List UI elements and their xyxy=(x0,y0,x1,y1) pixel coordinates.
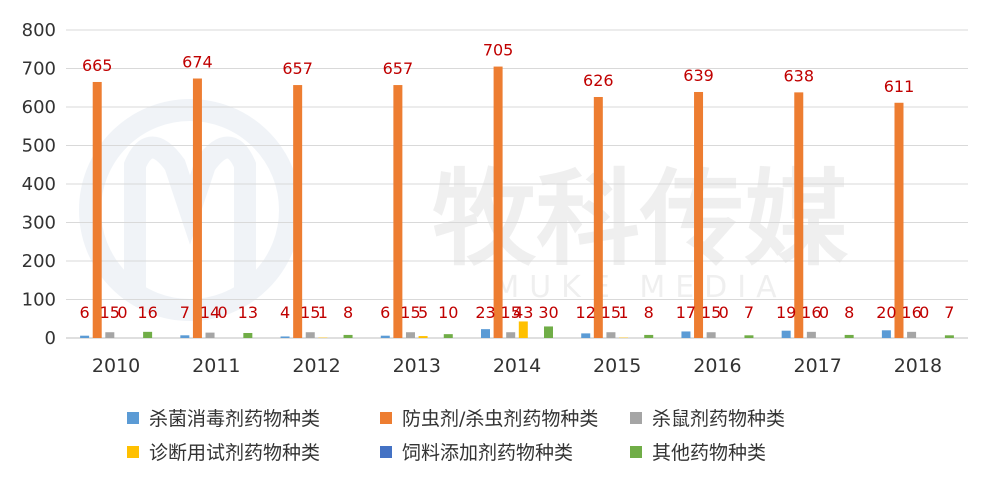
bar xyxy=(143,332,152,338)
bar xyxy=(606,332,615,338)
watermark: 牧科传媒 MUKE MEDIA xyxy=(90,110,849,310)
bar xyxy=(406,332,415,338)
bar xyxy=(80,336,89,338)
bar xyxy=(393,85,402,338)
bar xyxy=(681,331,690,338)
bar xyxy=(93,82,102,338)
data-label: 12 xyxy=(576,303,596,322)
bar xyxy=(519,321,528,338)
y-tick-label: 300 xyxy=(22,213,56,234)
bar xyxy=(945,335,954,338)
x-tick-label: 2018 xyxy=(894,355,942,377)
bar xyxy=(907,332,916,338)
x-tick-label: 2014 xyxy=(493,355,541,377)
data-label: 0 xyxy=(819,303,829,322)
bar xyxy=(306,332,315,338)
y-tick-label: 200 xyxy=(22,251,56,272)
y-tick-label: 600 xyxy=(22,97,56,118)
data-label: 8 xyxy=(644,303,654,322)
data-label: 626 xyxy=(583,71,614,90)
bar xyxy=(243,333,252,338)
data-label: 665 xyxy=(82,56,113,75)
data-label: 674 xyxy=(182,53,213,72)
x-tick-label: 2010 xyxy=(92,355,140,377)
y-tick-label: 400 xyxy=(22,174,56,195)
x-tick-label: 2013 xyxy=(393,355,441,377)
bar xyxy=(594,97,603,338)
y-tick-label: 700 xyxy=(22,59,56,80)
x-tick-label: 2015 xyxy=(593,355,641,377)
data-label: 657 xyxy=(282,59,313,78)
data-label: 0 xyxy=(117,303,127,322)
bar xyxy=(782,331,791,338)
bar xyxy=(180,335,189,338)
bar xyxy=(794,92,803,338)
data-label: 6 xyxy=(80,303,90,322)
data-label: 43 xyxy=(513,303,533,322)
data-label: 1 xyxy=(318,303,328,322)
watermark-logo-mark xyxy=(135,148,245,301)
bar xyxy=(845,335,854,338)
bar xyxy=(644,335,653,338)
data-label: 1 xyxy=(618,303,628,322)
data-label: 8 xyxy=(844,303,854,322)
y-tick-label: 0 xyxy=(45,328,56,349)
data-label: 19 xyxy=(776,303,796,322)
bar xyxy=(105,332,114,338)
data-label: 4 xyxy=(280,303,290,322)
data-label: 0 xyxy=(919,303,929,322)
data-label: 13 xyxy=(238,303,258,322)
data-label: 30 xyxy=(538,303,558,322)
bar xyxy=(544,326,553,338)
bar xyxy=(882,330,891,338)
data-label: 611 xyxy=(884,77,915,96)
bar xyxy=(281,336,290,338)
bar xyxy=(581,333,590,338)
data-label: 8 xyxy=(343,303,353,322)
data-label: 17 xyxy=(676,303,696,322)
data-label: 0 xyxy=(218,303,228,322)
bar xyxy=(206,333,215,338)
bar xyxy=(444,334,453,338)
data-label: 0 xyxy=(719,303,729,322)
x-tick-label: 2016 xyxy=(693,355,741,377)
data-label: 10 xyxy=(438,303,458,322)
bar xyxy=(344,335,353,338)
data-label: 657 xyxy=(383,59,414,78)
bar xyxy=(494,67,503,338)
x-tick-label: 2012 xyxy=(292,355,340,377)
bar xyxy=(506,332,515,338)
bar xyxy=(807,332,816,338)
bar xyxy=(707,332,716,338)
y-tick-label: 500 xyxy=(22,136,56,157)
y-axis: 0 100 200 300 400 500 600 700 800 xyxy=(22,20,56,349)
data-label: 16 xyxy=(137,303,157,322)
data-label: 639 xyxy=(683,66,714,85)
x-axis: 2010 2011 2012 2013 2014 2015 2016 2017 2018 xyxy=(92,355,942,377)
data-label: 705 xyxy=(483,41,514,60)
data-label: 7 xyxy=(944,303,954,322)
bar xyxy=(419,336,428,338)
y-tick-label: 100 xyxy=(22,290,56,311)
bar xyxy=(694,92,703,338)
x-tick-label: 2011 xyxy=(192,355,240,377)
bar xyxy=(381,336,390,338)
bar xyxy=(481,329,490,338)
data-label: 6 xyxy=(380,303,390,322)
data-label: 638 xyxy=(783,66,814,85)
data-label: 7 xyxy=(180,303,190,322)
data-label: 23 xyxy=(475,303,495,322)
data-label: 7 xyxy=(744,303,754,322)
data-label: 20 xyxy=(876,303,896,322)
bar xyxy=(293,85,302,338)
bar xyxy=(193,79,202,338)
data-label: 5 xyxy=(418,303,428,322)
x-tick-label: 2017 xyxy=(793,355,841,377)
bar xyxy=(744,335,753,338)
y-tick-label: 800 xyxy=(22,20,56,41)
